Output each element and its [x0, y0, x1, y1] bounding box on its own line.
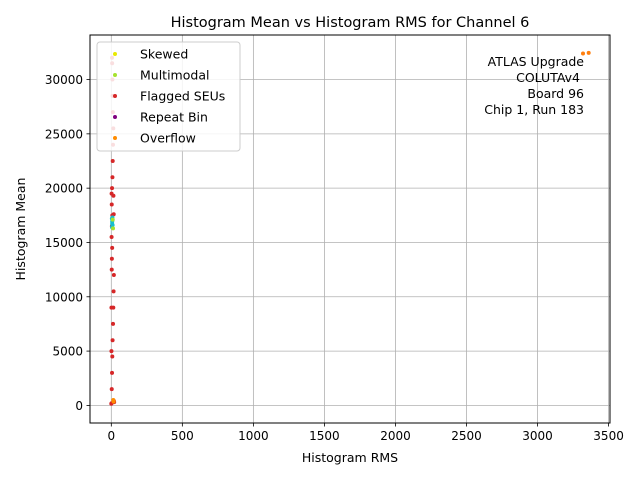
data-point: [111, 399, 116, 404]
legend: Skewed Multimodal Flagged SEUs Repeat Bi…: [96, 41, 241, 152]
legend-label-overflow: Overflow: [140, 131, 196, 146]
legend-label-skewed: Skewed: [140, 47, 188, 62]
y-tick-label: 20000: [45, 182, 83, 196]
data-point: [111, 289, 116, 294]
data-point: [110, 159, 115, 164]
data-point: [109, 235, 114, 240]
data-point: [110, 175, 115, 180]
data-point: [111, 193, 116, 198]
legend-label-multimodal: Multimodal: [140, 68, 209, 83]
annotation-line: Chip 1, Run 183: [484, 102, 584, 117]
data-point: [111, 226, 116, 231]
legend-marker-repeat-bin: [113, 115, 117, 119]
x-tick-label: 3500: [593, 429, 624, 443]
x-tick-label: 1000: [238, 429, 269, 443]
data-point: [109, 349, 114, 354]
data-point: [110, 338, 115, 343]
data-point: [110, 217, 115, 222]
annotation-line: ATLAS Upgrade: [488, 54, 585, 69]
legend-marker-overflow: [113, 136, 117, 140]
y-tick-label: 0: [75, 399, 83, 413]
data-point: [581, 51, 586, 56]
y-tick-label: 30000: [45, 73, 83, 87]
x-tick-label: 500: [171, 429, 194, 443]
y-axis-label: Histogram Mean: [13, 178, 28, 281]
y-tick-label: 15000: [45, 236, 83, 250]
x-axis-label: Histogram RMS: [302, 450, 398, 465]
legend-marker-flagged-seus: [113, 94, 117, 98]
chart-title: Histogram Mean vs Histogram RMS for Chan…: [171, 15, 530, 31]
data-point: [586, 50, 591, 55]
x-tick-label: 1500: [309, 429, 340, 443]
legend-box: [96, 41, 241, 152]
data-point: [110, 354, 115, 359]
data-point: [109, 256, 114, 261]
data-point: [109, 202, 114, 207]
legend-label-flagged-seus: Flagged SEUs: [140, 89, 225, 104]
data-point: [111, 212, 116, 217]
legend-marker-skewed: [113, 52, 117, 56]
y-tick-label: 5000: [52, 345, 83, 359]
data-point: [110, 245, 115, 250]
grid: [90, 35, 610, 423]
x-tick-label: 2500: [451, 429, 482, 443]
data-point: [111, 321, 116, 326]
axes-frame: [89, 34, 611, 424]
annotation-line: COLUTAv4: [516, 70, 580, 85]
data-point: [110, 186, 115, 191]
y-tick-label: 25000: [45, 127, 83, 141]
data-point: [109, 387, 114, 392]
x-tick-label: 2000: [380, 429, 411, 443]
legend-label-repeat-bin: Repeat Bin: [140, 110, 208, 125]
data-point: [110, 223, 115, 228]
y-tick-label: 10000: [45, 290, 83, 304]
ticks: 0 500 1000 1500 2000 2500 3000 3500 0 5000 10000 15…: [45, 73, 624, 443]
data-point: [109, 267, 114, 272]
data-point: [110, 370, 115, 375]
data-point: [109, 305, 114, 310]
annotation-line: Board 96: [527, 86, 584, 101]
data-point: [111, 273, 116, 278]
x-tick-label: 0: [107, 429, 115, 443]
plot-annotation: ATLAS Upgrade COLUTAv4 Board 96 Chip 1, …: [484, 54, 584, 117]
legend-marker-multimodal: [113, 73, 117, 77]
x-tick-label: 3000: [522, 429, 553, 443]
